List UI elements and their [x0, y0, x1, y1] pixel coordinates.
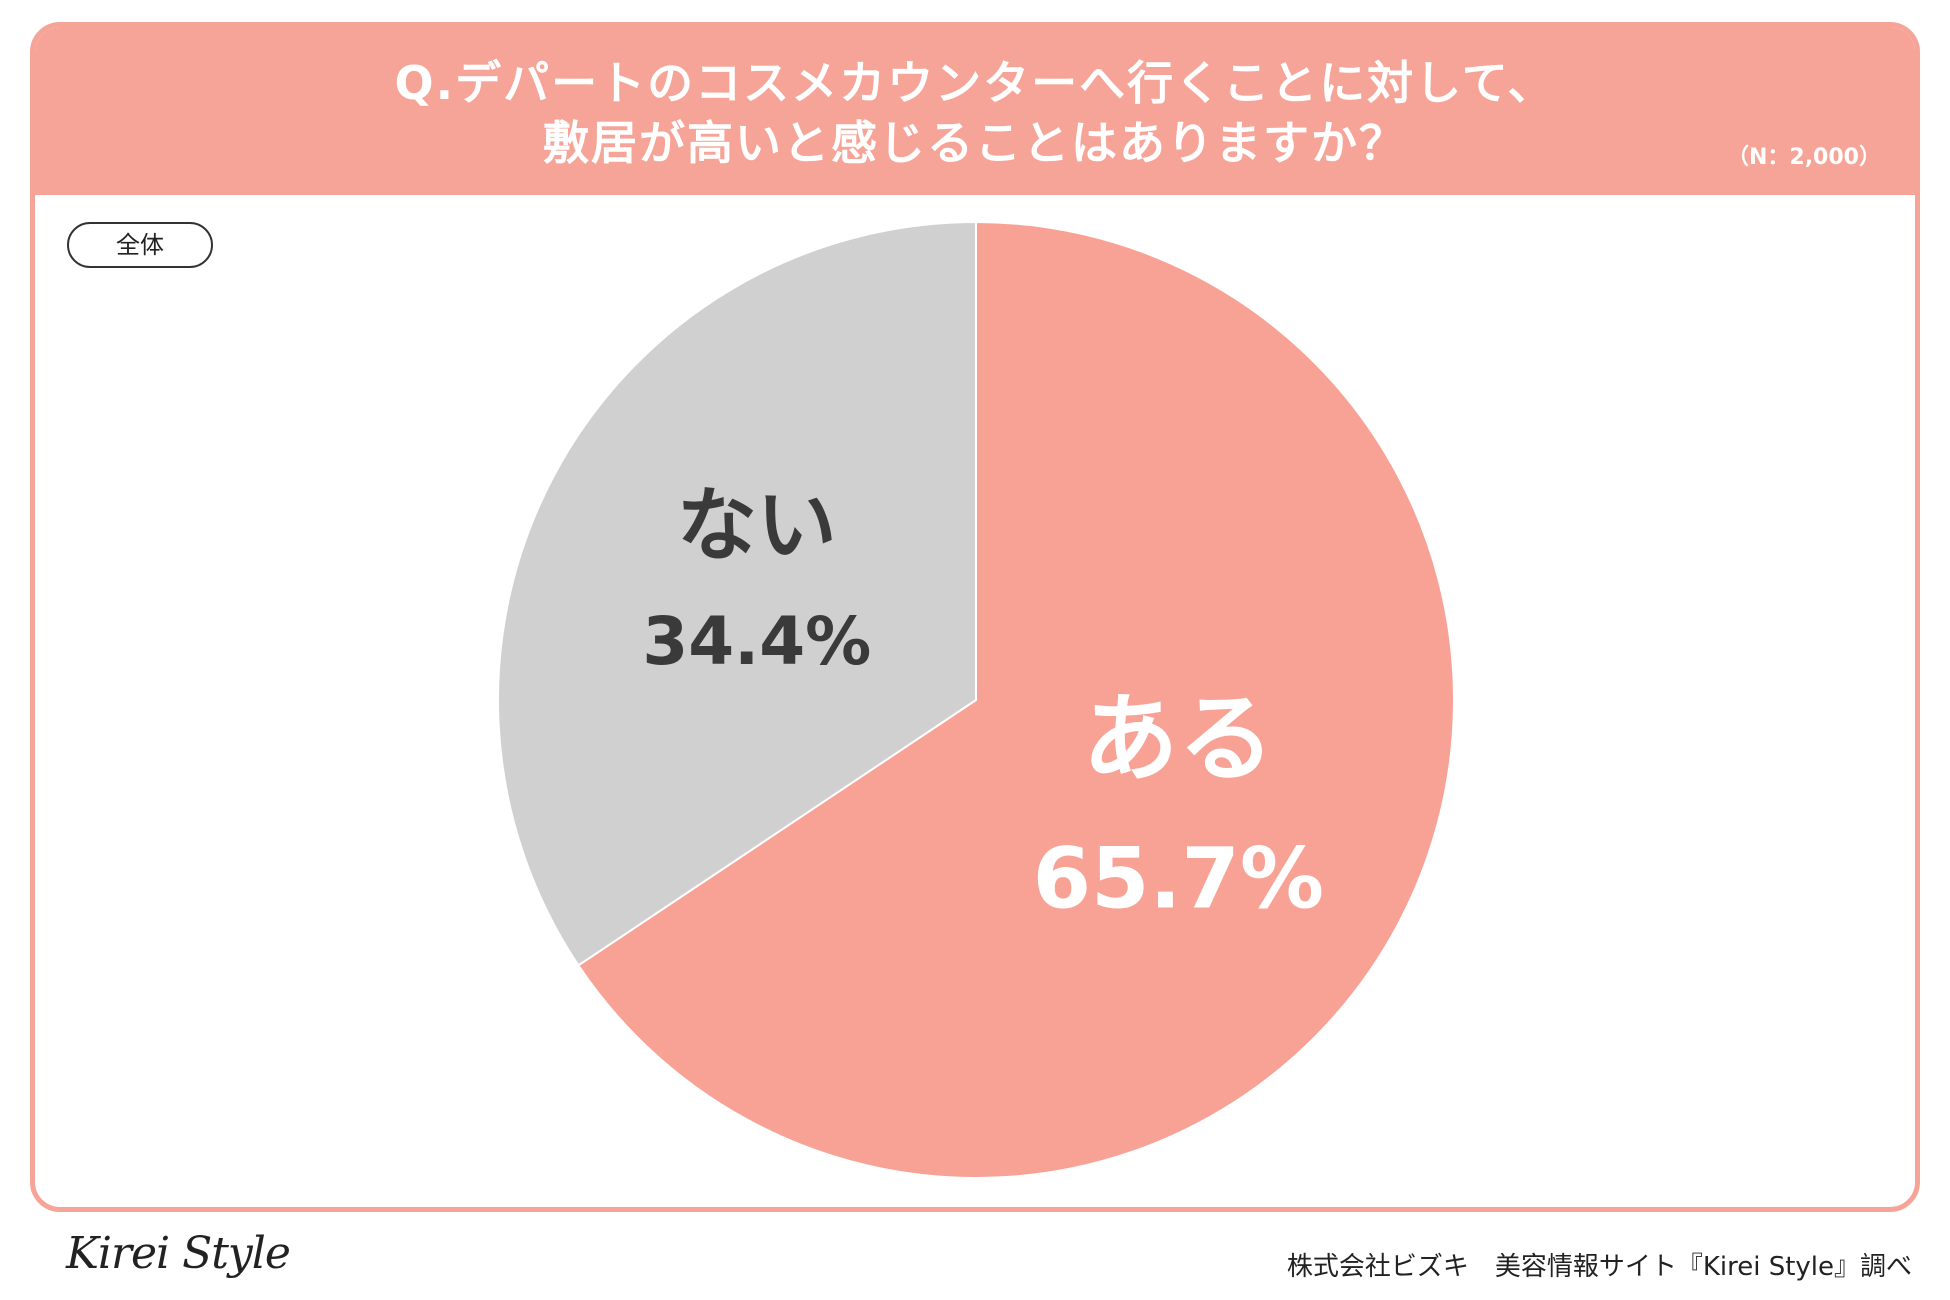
pie-slice-yes	[577, 220, 1455, 1179]
kirei-style-logo: Kirei Style	[66, 1228, 291, 1279]
source-credit: 株式会社ビズキ 美容情報サイト『Kirei Style』調べ	[1286, 1252, 1912, 1282]
title-line-2: 敷居が高いと感じることはありますか？	[543, 116, 1407, 170]
segment-badge: 全体	[67, 222, 213, 268]
pie-slices	[497, 220, 1455, 1179]
title-banner: Q.デパートのコスメカウンターへ行くことに対して、 敷居が高いと感じることはあり…	[35, 27, 1915, 195]
title-line-1: Q.デパートのコスメカウンターへ行くことに対して、	[394, 56, 1556, 110]
slice-category-label: ある	[1082, 683, 1274, 795]
pie-labels: ある 65.7% ない 34.4%	[642, 479, 1324, 928]
sample-size-note: （N：2,000）	[1726, 145, 1881, 170]
slice-value-label: 65.7%	[1033, 830, 1324, 928]
slice-value-label: 34.4%	[642, 603, 871, 680]
pie-slice-no	[497, 220, 977, 967]
slice-category-label: ない	[677, 479, 837, 572]
chart-title: Q.デパートのコスメカウンターへ行くことに対して、 敷居が高いと感じることはあり…	[35, 53, 1915, 173]
